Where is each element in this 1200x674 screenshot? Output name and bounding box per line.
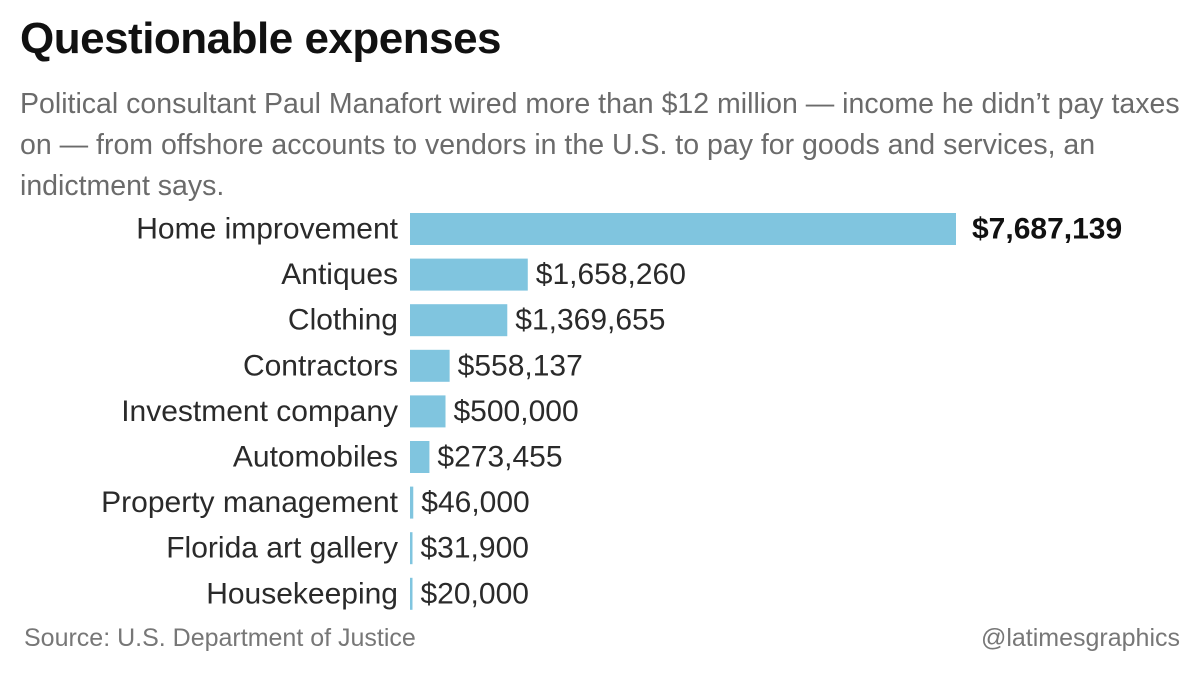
category-label: Contractors	[243, 349, 398, 382]
bar-chart: Home improvement $7,687,139 Antiques $1,658…	[0, 205, 1200, 625]
bar-investment-company	[410, 395, 446, 428]
value-label: $31,900	[421, 532, 529, 565]
value-label: $558,137	[458, 349, 583, 382]
value-label: $273,455	[437, 441, 562, 474]
chart-subtitle: Political consultant Paul Manafort wired…	[20, 88, 1180, 202]
bar-contractors	[410, 349, 450, 382]
chart-title: Questionable expenses	[20, 14, 502, 63]
bar-home-improvement	[410, 213, 956, 245]
category-label: Home improvement	[136, 213, 398, 246]
value-label: $7,687,139	[972, 213, 1122, 246]
category-label: Housekeeping	[206, 577, 398, 610]
bar-housekeeping	[410, 577, 413, 610]
source-note: Source: U.S. Department of Justice	[24, 624, 416, 652]
category-label: Property management	[101, 486, 398, 519]
credit-handle: @latimesgraphics	[980, 624, 1180, 652]
bar-clothing	[410, 304, 508, 337]
bar-automobiles	[410, 441, 430, 473]
category-label: Automobiles	[233, 441, 398, 474]
value-label: $1,369,655	[515, 304, 665, 337]
bar-chart-svg: Home improvement $7,687,139 Antiques $1,658…	[101, 213, 1122, 611]
value-label: $46,000	[421, 486, 529, 519]
bar-property-management	[410, 486, 414, 519]
bar-antiques	[410, 258, 528, 291]
category-label: Antiques	[281, 258, 398, 291]
value-label: $20,000	[421, 577, 529, 610]
bar-florida-art-gallery	[410, 532, 413, 565]
category-label: Florida art gallery	[166, 532, 398, 565]
category-label: Clothing	[288, 304, 398, 337]
value-label: $500,000	[454, 395, 579, 428]
value-label: $1,658,260	[536, 258, 686, 291]
category-label: Investment company	[121, 395, 398, 428]
